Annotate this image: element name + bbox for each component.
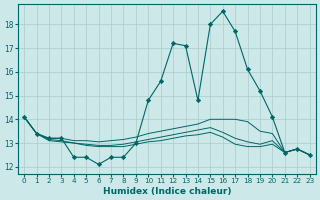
- X-axis label: Humidex (Indice chaleur): Humidex (Indice chaleur): [103, 187, 231, 196]
